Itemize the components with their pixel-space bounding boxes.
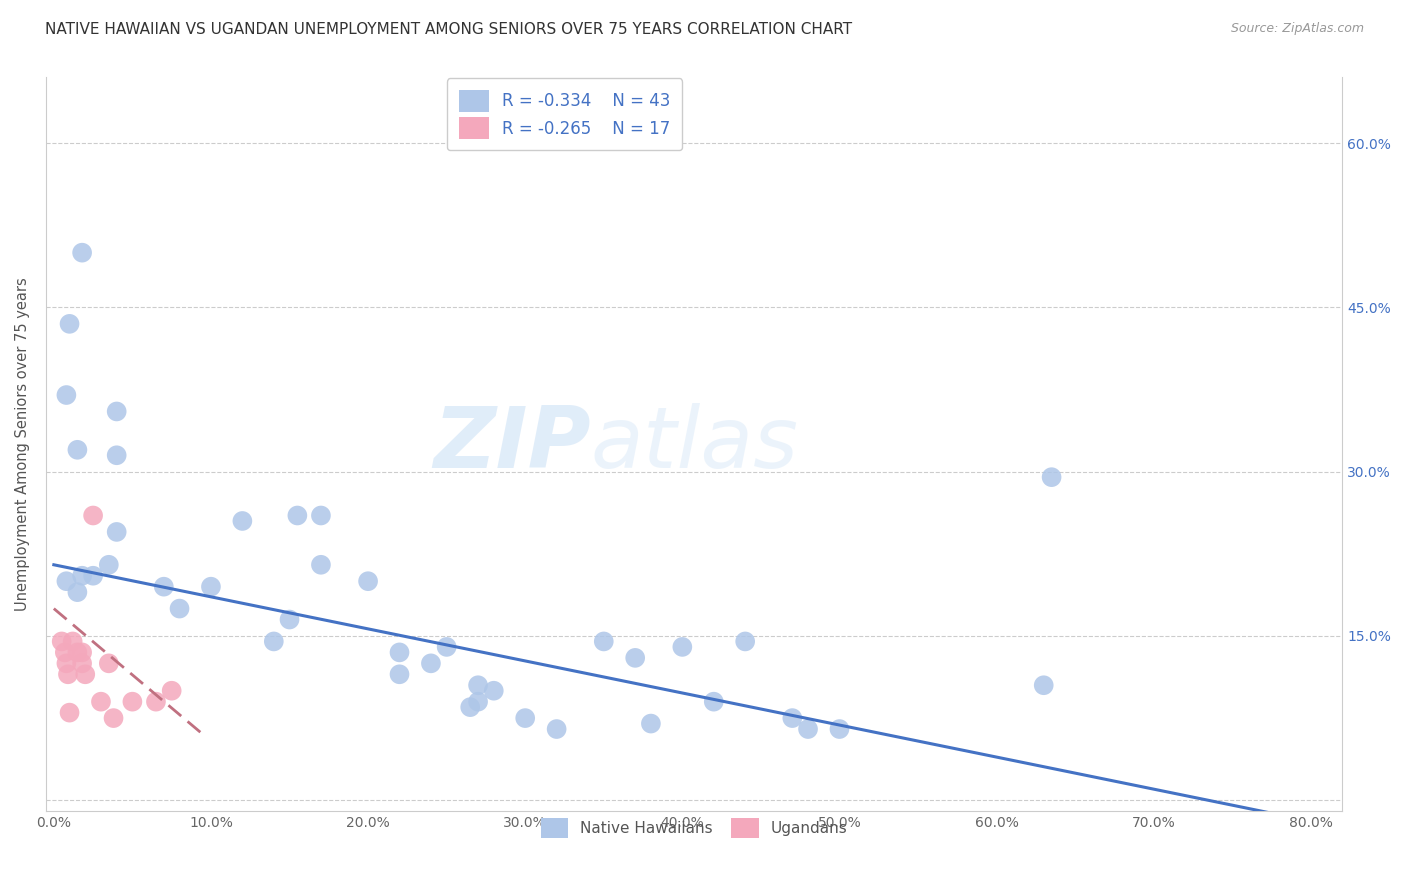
Point	[70, 245, 93, 260]
Point	[70, 645, 93, 659]
Legend: Native Hawaiians, Ugandans: Native Hawaiians, Ugandans	[534, 812, 853, 844]
Point	[546, 722, 568, 736]
Point	[55, 574, 77, 589]
Point	[105, 448, 128, 462]
Point	[51, 634, 73, 648]
Point	[797, 722, 820, 736]
Text: Source: ZipAtlas.com: Source: ZipAtlas.com	[1230, 22, 1364, 36]
Point	[419, 657, 441, 671]
Point	[97, 558, 120, 572]
Point	[671, 640, 693, 654]
Point	[592, 634, 614, 648]
Point	[66, 645, 89, 659]
Point	[467, 678, 489, 692]
Point	[53, 645, 76, 659]
Point	[105, 524, 128, 539]
Point	[287, 508, 309, 523]
Point	[640, 716, 662, 731]
Point	[121, 695, 143, 709]
Point	[56, 667, 79, 681]
Point	[55, 657, 77, 671]
Point	[467, 695, 489, 709]
Point	[231, 514, 253, 528]
Point	[357, 574, 380, 589]
Point	[278, 613, 301, 627]
Point	[97, 657, 120, 671]
Point	[458, 700, 481, 714]
Point	[90, 695, 112, 709]
Point	[105, 404, 128, 418]
Point	[82, 568, 104, 582]
Point	[482, 683, 505, 698]
Text: ZIP: ZIP	[433, 403, 591, 486]
Text: NATIVE HAWAIIAN VS UGANDAN UNEMPLOYMENT AMONG SENIORS OVER 75 YEARS CORRELATION : NATIVE HAWAIIAN VS UGANDAN UNEMPLOYMENT …	[45, 22, 852, 37]
Text: atlas: atlas	[591, 403, 799, 486]
Point	[58, 706, 80, 720]
Point	[388, 645, 411, 659]
Point	[309, 558, 332, 572]
Point	[55, 388, 77, 402]
Point	[388, 667, 411, 681]
Point	[1032, 678, 1054, 692]
Point	[734, 634, 756, 648]
Point	[66, 585, 89, 599]
Point	[145, 695, 167, 709]
Point	[200, 580, 222, 594]
Point	[70, 568, 93, 582]
Point	[75, 667, 97, 681]
Point	[515, 711, 537, 725]
Point	[153, 580, 176, 594]
Point	[62, 634, 84, 648]
Point	[263, 634, 285, 648]
Point	[1040, 470, 1063, 484]
Point	[828, 722, 851, 736]
Point	[58, 317, 80, 331]
Point	[66, 442, 89, 457]
Point	[82, 508, 104, 523]
Point	[782, 711, 804, 725]
Point	[309, 508, 332, 523]
Point	[624, 651, 647, 665]
Point	[160, 683, 183, 698]
Point	[169, 601, 191, 615]
Point	[70, 657, 93, 671]
Point	[103, 711, 125, 725]
Point	[436, 640, 458, 654]
Y-axis label: Unemployment Among Seniors over 75 years: Unemployment Among Seniors over 75 years	[15, 277, 30, 611]
Point	[703, 695, 725, 709]
